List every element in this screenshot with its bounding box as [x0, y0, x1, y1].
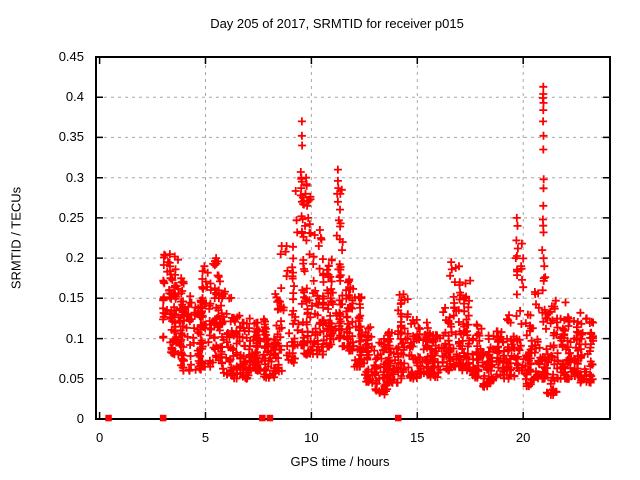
y-tick-label: 0.35: [58, 129, 84, 145]
chart-title: Day 205 of 2017, SRMTID for receiver p01…: [210, 16, 464, 31]
x-tick-label: 15: [410, 430, 425, 445]
baseline-flag-marker: [259, 414, 266, 422]
y-tick-label: 0.05: [58, 370, 84, 386]
y-tick-label: 0.15: [58, 290, 84, 306]
x-tick-label: 0: [95, 430, 104, 445]
y-tick-label: 0: [76, 411, 84, 426]
x-tick-label: 10: [304, 430, 319, 445]
y-tick-label: 0.25: [58, 209, 84, 225]
baseline-flag-marker: [395, 414, 402, 422]
y-axis-label: SRMTID / TECUs: [8, 186, 24, 290]
y-tick-label: 0.45: [58, 49, 84, 64]
y-tick-label: 0.2: [65, 250, 84, 266]
baseline-flag-marker: [266, 414, 274, 422]
y-tick-label: 0.3: [65, 169, 84, 185]
baseline-flag-marker: [159, 414, 167, 422]
y-tick-label: 0.1: [65, 330, 84, 346]
x-tick-label: 5: [201, 430, 210, 445]
baseline-flag-marker: [105, 414, 112, 422]
x-tick-label: 20: [515, 430, 531, 445]
plot-border: [95, 56, 611, 420]
y-tick-label: 0.4: [65, 89, 84, 105]
scatter-points: [159, 82, 598, 399]
x-axis-label: GPS time / hours: [290, 454, 390, 469]
